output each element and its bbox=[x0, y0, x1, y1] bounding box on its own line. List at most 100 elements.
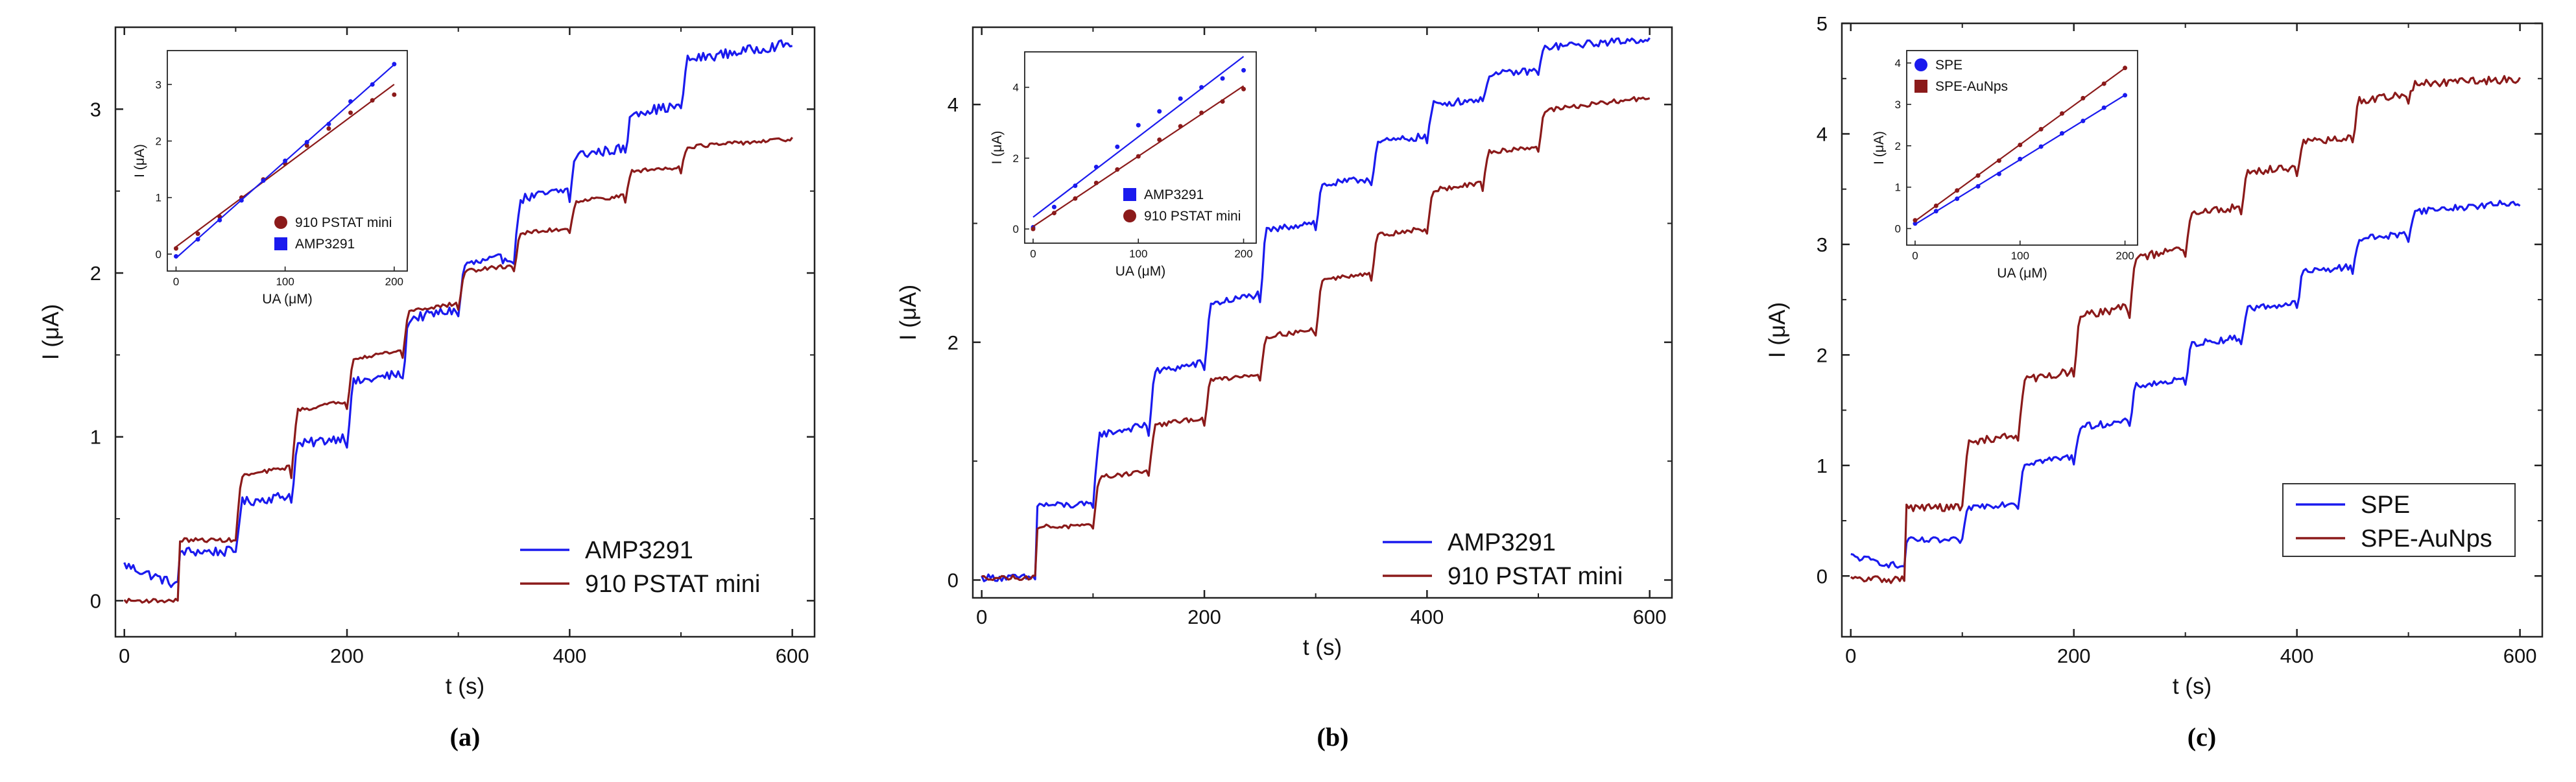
x-tick-label: 200 bbox=[1187, 606, 1221, 628]
inset-x-tick-label: 100 bbox=[2011, 250, 2029, 262]
x-tick-label: 200 bbox=[330, 645, 364, 667]
inset-point-amp3291 bbox=[1136, 123, 1141, 128]
inset-point-spe bbox=[1996, 171, 2001, 176]
legend: AMP3291 910 PSTAT mini bbox=[520, 537, 760, 598]
inset-point-amp3291 bbox=[1241, 67, 1246, 73]
series-line-910-pstat-mini bbox=[123, 136, 793, 604]
inset-point-spe-aunps bbox=[2018, 143, 2023, 148]
inset-point-amp3291 bbox=[1220, 76, 1225, 81]
inset-y-tick-label: 2 bbox=[1895, 140, 1901, 152]
x-tick-label: 400 bbox=[553, 645, 586, 667]
inset-point-910-pstat-mini bbox=[1220, 99, 1225, 104]
y-tick-label: 4 bbox=[1817, 123, 1828, 145]
inset-x-axis-label: UA (μM) bbox=[1997, 266, 2047, 281]
inset-fit-line-amp3291 bbox=[1032, 56, 1245, 218]
legend-label: 910 PSTAT mini bbox=[585, 571, 760, 598]
inset-y-tick-label: 1 bbox=[1895, 182, 1901, 194]
legend-label: SPE bbox=[2361, 492, 2410, 519]
y-tick-label: 2 bbox=[90, 262, 101, 285]
x-tick-label: 400 bbox=[2280, 645, 2314, 667]
x-axis-label: t (s) bbox=[1303, 635, 1342, 660]
legend-label: AMP3291 bbox=[1448, 529, 1556, 556]
inset-point-910-pstat-mini bbox=[173, 246, 178, 251]
inset-legend-marker bbox=[274, 237, 287, 250]
x-tick-label: 600 bbox=[776, 645, 809, 667]
inset-legend-marker bbox=[1914, 80, 1927, 93]
inset-point-amp3291 bbox=[326, 121, 331, 126]
inset-point-910-pstat-mini bbox=[370, 98, 375, 103]
series-line-amp3291 bbox=[981, 37, 1651, 582]
panel-caption: (c) bbox=[2188, 722, 2216, 752]
inset-x-tick-label: 200 bbox=[385, 276, 403, 288]
series-line-spe-aunps bbox=[1850, 75, 2521, 584]
y-tick-label: 4 bbox=[948, 93, 959, 116]
x-axis-label: t (s) bbox=[446, 674, 484, 699]
series-line-spe bbox=[1850, 200, 2521, 569]
inset-point-910-pstat-mini bbox=[1093, 180, 1099, 185]
inset-point-910-pstat-mini bbox=[1199, 110, 1204, 115]
inset-y-tick-label: 0 bbox=[1895, 222, 1901, 235]
inset-point-amp3291 bbox=[1115, 144, 1120, 149]
inset-point-amp3291 bbox=[1051, 204, 1056, 209]
inset-y-tick-label: 4 bbox=[1013, 82, 1019, 94]
inset-point-amp3291 bbox=[283, 158, 288, 163]
inset-x-tick-label: 100 bbox=[276, 276, 294, 288]
inset-point-spe-aunps bbox=[2059, 111, 2064, 116]
inset-y-tick-label: 3 bbox=[156, 78, 161, 91]
y-tick-label: 3 bbox=[1817, 233, 1828, 256]
inset-point-amp3291 bbox=[1073, 184, 1078, 188]
inset-x-tick-label: 200 bbox=[2116, 250, 2134, 262]
inset-point-spe-aunps bbox=[2081, 95, 2086, 101]
inset-y-axis-label: I (μA) bbox=[990, 131, 1005, 165]
legend-label: 910 PSTAT mini bbox=[1448, 563, 1623, 590]
y-tick-label: 1 bbox=[90, 426, 101, 449]
inset-point-amp3291 bbox=[1157, 109, 1162, 114]
inset-point-amp3291 bbox=[370, 82, 375, 87]
inset-chart: 0 100 200 0 1 2 3 4 UA (μM) I (μA) SPE SPE-AuNps bbox=[1872, 50, 2138, 281]
inset-legend-label: AMP3291 bbox=[1144, 187, 1204, 202]
inset-chart: 0 100 200 0 2 4 UA (μM) I (μA) AMP3291 910 PSTAT … bbox=[990, 51, 1257, 279]
inset-legend-marker bbox=[1123, 188, 1136, 201]
inset-y-tick-label: 2 bbox=[1013, 152, 1019, 165]
inset-legend-marker bbox=[1914, 58, 1927, 71]
inset-point-spe-aunps bbox=[1913, 218, 1918, 223]
inset-point-amp3291 bbox=[173, 254, 178, 259]
inset-point-amp3291 bbox=[217, 218, 222, 223]
plot-frame bbox=[114, 26, 816, 638]
inset-point-spe-aunps bbox=[2101, 81, 2106, 86]
y-axis-label: I (μA) bbox=[38, 304, 64, 360]
inset-y-tick-label: 4 bbox=[1895, 57, 1901, 69]
x-tick-label: 200 bbox=[2057, 645, 2091, 667]
inset-point-910-pstat-mini bbox=[1136, 154, 1141, 159]
inset-x-tick-label: 100 bbox=[1129, 248, 1147, 260]
y-tick-label: 3 bbox=[90, 98, 101, 121]
x-tick-label: 0 bbox=[976, 606, 987, 628]
inset-point-spe-aunps bbox=[2123, 65, 2128, 71]
inset-point-spe bbox=[2059, 131, 2064, 136]
inset-x-tick-label: 200 bbox=[1234, 248, 1252, 260]
inset-point-910-pstat-mini bbox=[1031, 226, 1036, 231]
inset-point-amp3291 bbox=[1199, 85, 1204, 90]
inset-point-910-pstat-mini bbox=[1115, 167, 1120, 172]
legend-box bbox=[2282, 483, 2516, 557]
inset-point-spe bbox=[1913, 221, 1918, 226]
inset-legend-label: AMP3291 bbox=[295, 237, 355, 252]
panel-caption: (b) bbox=[1317, 722, 1349, 752]
plot-frame bbox=[1841, 22, 2544, 638]
inset-point-spe bbox=[2123, 93, 2128, 98]
inset-point-910-pstat-mini bbox=[1178, 124, 1183, 129]
inset-point-spe bbox=[2081, 119, 2086, 124]
legend-label: SPE-AuNps bbox=[2361, 525, 2492, 552]
y-tick-label: 2 bbox=[1817, 344, 1828, 366]
inset-legend-marker bbox=[274, 216, 287, 229]
inset-point-910-pstat-mini bbox=[392, 92, 397, 97]
inset-point-spe-aunps bbox=[2038, 126, 2044, 132]
plot-frame bbox=[972, 26, 1673, 599]
y-tick-label: 0 bbox=[1817, 565, 1828, 587]
inset-point-910-pstat-mini bbox=[326, 126, 331, 131]
inset-point-amp3291 bbox=[195, 237, 200, 242]
y-tick-label: 0 bbox=[90, 589, 101, 612]
inset-y-axis-label: I (μA) bbox=[1872, 131, 1887, 165]
inset-point-910-pstat-mini bbox=[304, 143, 309, 148]
